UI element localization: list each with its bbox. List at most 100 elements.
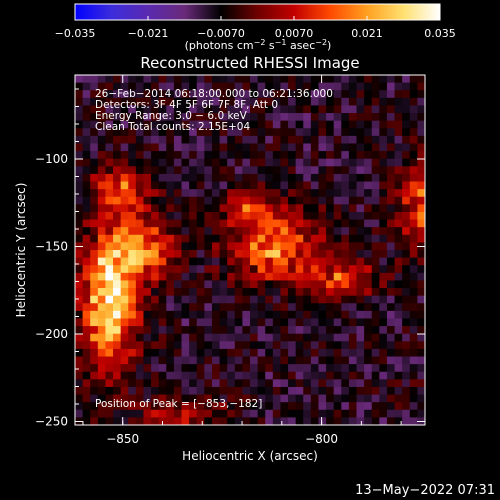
- heatmap-cell: [181, 265, 190, 274]
- heatmap-cell: [173, 113, 182, 122]
- heatmap-cell: [326, 348, 335, 357]
- heatmap-cell: [204, 356, 213, 365]
- heatmap-cell: [173, 189, 182, 198]
- heatmap-cell: [386, 386, 395, 395]
- heatmap-cell: [333, 234, 342, 243]
- heatmap-cell: [242, 326, 251, 335]
- heatmap-cell: [341, 303, 350, 312]
- heatmap-cell: [303, 181, 312, 190]
- heatmap-cell: [356, 318, 365, 327]
- heatmap-cell: [75, 82, 84, 91]
- heatmap-cell: [272, 227, 281, 236]
- heatmap-cell: [227, 234, 236, 243]
- heatmap-cell: [417, 128, 426, 137]
- heatmap-cell: [242, 128, 251, 137]
- heatmap-cell: [318, 318, 327, 327]
- heatmap-cell: [151, 303, 160, 312]
- heatmap-cell: [219, 409, 228, 418]
- annotation-detectors: Detectors: 3F 4F 5F 6F 7F 8F, Att 0: [95, 99, 278, 111]
- heatmap-cell: [303, 166, 312, 175]
- heatmap-cell: [151, 318, 160, 327]
- heatmap-cell: [105, 181, 114, 190]
- heatmap-cell: [227, 348, 236, 357]
- heatmap-cell: [250, 394, 259, 403]
- heatmap-cell: [189, 105, 198, 114]
- heatmap-cell: [348, 409, 357, 418]
- heatmap-cell: [341, 394, 350, 403]
- heatmap-cell: [333, 265, 342, 274]
- heatmap-cell: [288, 166, 297, 175]
- heatmap-cell: [318, 151, 327, 160]
- heatmap-cell: [143, 265, 152, 274]
- heatmap-cell: [265, 204, 274, 213]
- heatmap-cell: [356, 341, 365, 350]
- heatmap-cell: [75, 310, 84, 319]
- annotation-time: 26−Feb−2014 06:18:00.000 to 06:21:36.000: [95, 88, 333, 100]
- heatmap-cell: [303, 348, 312, 357]
- heatmap-cell: [356, 234, 365, 243]
- heatmap-cell: [219, 211, 228, 220]
- heatmap-cell: [234, 97, 243, 106]
- heatmap-cell: [295, 128, 304, 137]
- heatmap-cell: [318, 181, 327, 190]
- heatmap-cell: [158, 402, 167, 411]
- heatmap-cell: [151, 333, 160, 342]
- heatmap-cell: [310, 113, 319, 122]
- heatmap-cell: [402, 402, 411, 411]
- heatmap-cell: [371, 113, 380, 122]
- heatmap-cell: [90, 386, 99, 395]
- heatmap-cell: [196, 143, 205, 152]
- heatmap-cell: [250, 211, 259, 220]
- heatmap-cell: [341, 295, 350, 304]
- heatmap-cell: [303, 105, 312, 114]
- heatmap-cell: [97, 250, 106, 259]
- heatmap-cell: [371, 143, 380, 152]
- heatmap-cell: [364, 250, 373, 259]
- heatmap-cell: [158, 364, 167, 373]
- heatmap-cell: [379, 272, 388, 281]
- heatmap-cell: [151, 379, 160, 388]
- heatmap-cell: [310, 105, 319, 114]
- heatmap-cell: [181, 158, 190, 167]
- heatmap-cell: [417, 135, 426, 144]
- heatmap-cell: [189, 379, 198, 388]
- heatmap-cell: [364, 120, 373, 129]
- heatmap-cell: [189, 318, 198, 327]
- heatmap-cell: [143, 113, 152, 122]
- heatmap-cell: [371, 310, 380, 319]
- heatmap-cell: [379, 409, 388, 418]
- heatmap-cell: [280, 158, 289, 167]
- heatmap-cell: [288, 318, 297, 327]
- heatmap-cell: [409, 265, 418, 274]
- heatmap-cell: [189, 158, 198, 167]
- heatmap-cell: [280, 242, 289, 251]
- heatmap-cell: [371, 341, 380, 350]
- heatmap-cell: [90, 364, 99, 373]
- heatmap-cell: [417, 189, 426, 198]
- heatmap-cell: [371, 75, 380, 84]
- heatmap-cell: [113, 227, 122, 236]
- heatmap-cell: [280, 143, 289, 152]
- heatmap-cell: [189, 227, 198, 236]
- heatmap-cell: [82, 113, 91, 122]
- heatmap-cell: [196, 211, 205, 220]
- heatmap-cell: [303, 189, 312, 198]
- heatmap-cell: [348, 128, 357, 137]
- heatmap-cell: [211, 326, 220, 335]
- heatmap-cell: [219, 234, 228, 243]
- heatmap-cell: [181, 356, 190, 365]
- heatmap-cell: [333, 97, 342, 106]
- heatmap-cell: [105, 272, 114, 281]
- heatmap-cell: [394, 143, 403, 152]
- heatmap-cell: [295, 181, 304, 190]
- heatmap-cell: [97, 189, 106, 198]
- heatmap-cell: [105, 120, 114, 129]
- heatmap-cell: [135, 227, 144, 236]
- heatmap-cell: [326, 265, 335, 274]
- heatmap-cell: [135, 143, 144, 152]
- heatmap-cell: [211, 242, 220, 251]
- heatmap-cell: [143, 128, 152, 137]
- heatmap-cell: [113, 204, 122, 213]
- heatmap-cell: [128, 173, 137, 182]
- heatmap-cell: [333, 173, 342, 182]
